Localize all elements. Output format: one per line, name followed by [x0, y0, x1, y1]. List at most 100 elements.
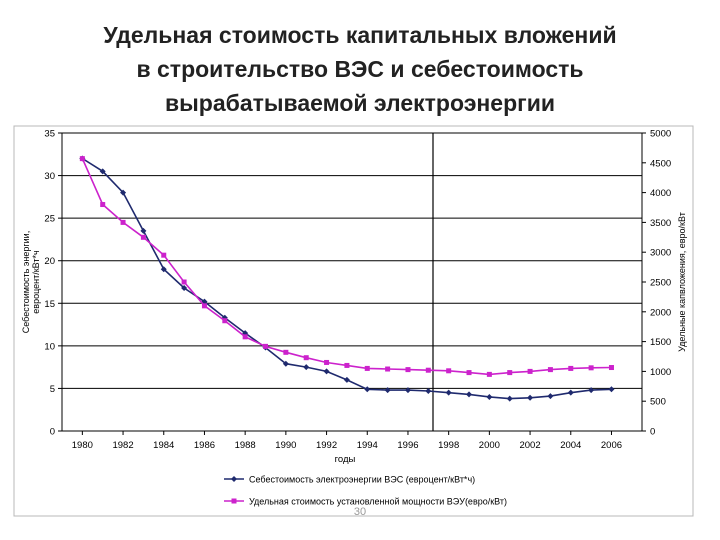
axis-labels: 0 5 10 15 20 25 30 35 0 500 1000 1500 2000 2500 3000 35…: [21, 129, 687, 466]
series-1-point: [323, 368, 330, 375]
series-2-point: [303, 355, 309, 361]
series-2-point: [181, 279, 187, 285]
series-1-point: [343, 376, 350, 383]
series-1-point: [608, 386, 615, 393]
series-2-point: [385, 366, 391, 372]
right-axis-tick-label: 3500: [650, 218, 671, 229]
series-2-point: [79, 156, 85, 162]
series-1-point: [486, 393, 493, 400]
right-axis-tick-label: 0: [650, 427, 655, 438]
series-1-point: [527, 394, 534, 401]
left-axis-tick-label: 30: [44, 171, 55, 182]
right-axis-tick-label: 1000: [650, 367, 671, 378]
right-axis-tick-label: 5000: [650, 129, 671, 140]
series-1-point: [140, 227, 147, 234]
x-axis-tick-label: 1990: [275, 440, 296, 451]
x-axis-tick-label: 2000: [479, 440, 500, 451]
right-axis-tick-label: 4500: [650, 158, 671, 169]
series-2-point: [425, 367, 431, 373]
series-2-point: [283, 349, 289, 355]
series-2-point: [263, 343, 269, 349]
x-axis-tick-label: 1996: [397, 440, 418, 451]
right-axis-title: Удельные капвложения, евро/кВт: [677, 212, 687, 352]
series-2-point: [222, 318, 228, 324]
series-1-point: [160, 266, 167, 273]
x-axis-tick-label: 1988: [235, 440, 256, 451]
legend: Себестоимость электроэнергии ВЭС (евроце…: [224, 475, 507, 507]
x-axis-tick-label: 1986: [194, 440, 215, 451]
series-2-point: [588, 365, 594, 371]
right-axis-tick-label: 4000: [650, 188, 671, 199]
left-axis-tick-label: 15: [44, 299, 55, 310]
series-1-point: [425, 387, 432, 394]
series-1-point: [506, 395, 513, 402]
series-2-point: [120, 219, 126, 225]
series-2-point: [466, 370, 472, 376]
legend-label-2: Удельная стоимость установленной мощност…: [249, 497, 507, 507]
left-axis-tick-label: 25: [44, 214, 55, 225]
series-layer: [79, 155, 615, 402]
x-axis-tick-label: 1980: [72, 440, 93, 451]
series-1-point: [466, 391, 473, 398]
series-1-point: [588, 387, 595, 394]
right-axis-tick-label: 500: [650, 397, 666, 408]
series-2-point: [568, 365, 574, 371]
series-2-point: [527, 368, 533, 374]
series-1-point: [181, 284, 188, 291]
right-axis-tick-label: 3000: [650, 248, 671, 259]
series-2-point: [344, 362, 350, 368]
series-2-point: [507, 370, 513, 376]
series-1-point: [120, 189, 127, 196]
series-2-point: [201, 303, 207, 309]
slide-title-line-3: вырабатываемой электроэнергии: [164, 90, 556, 116]
x-axis-tick-label: 2006: [601, 440, 622, 451]
series-1-point: [567, 389, 574, 396]
left-axis-title-line-1: Себестоимость энергии,: [21, 231, 31, 333]
legend-marker-1: [231, 476, 237, 482]
series-2-point: [140, 234, 146, 240]
page-number: 30: [353, 506, 367, 518]
series-1-point: [282, 360, 289, 367]
x-axis-tick-label: 1992: [316, 440, 337, 451]
series-2-point: [486, 371, 492, 377]
series-1-point: [303, 364, 310, 371]
right-axis-tick-label: 2500: [650, 278, 671, 289]
x-axis-tick-label: 1982: [112, 440, 133, 451]
series-1-point: [445, 389, 452, 396]
series-1-point: [404, 387, 411, 394]
series-1-point: [547, 393, 554, 400]
left-axis-tick-label: 35: [44, 129, 55, 140]
series-2-point: [100, 202, 106, 208]
series-2-point: [547, 367, 553, 373]
left-axis-tick-label: 10: [44, 341, 55, 352]
legend-label-1: Себестоимость электроэнергии ВЭС (евроце…: [249, 475, 475, 485]
x-axis-tick-label: 1998: [438, 440, 459, 451]
x-axis-tick-label: 1994: [357, 440, 378, 451]
x-axis-title: годы: [335, 454, 356, 465]
series-2-point: [324, 359, 330, 365]
series-1-point: [384, 387, 391, 394]
series-2-point: [364, 365, 370, 371]
left-axis-tick-label: 20: [44, 256, 55, 267]
series-1-point: [99, 168, 106, 175]
right-axis-tick-label: 2000: [650, 307, 671, 318]
series-2-point: [405, 367, 411, 373]
plot-area: [62, 133, 642, 431]
slide-title-line-1: Удельная стоимость капитальных вложений: [103, 22, 617, 48]
left-axis-tick-label: 5: [50, 384, 55, 395]
slide-title: Удельная стоимость капитальных вложений …: [60, 18, 660, 126]
x-axis-tick-label: 1984: [153, 440, 174, 451]
left-axis-tick-label: 0: [50, 427, 55, 438]
series-2-point: [608, 365, 614, 371]
legend-marker-2: [231, 498, 237, 504]
series-2-point: [242, 334, 248, 340]
left-axis-title-line-2: евроцент/кВт*ч: [31, 250, 41, 314]
series-2-point: [161, 252, 167, 258]
right-axis-tick-label: 1500: [650, 337, 671, 348]
series-2-point: [446, 368, 452, 374]
axes: [58, 132, 646, 435]
slide-title-line-2: в строительство ВЭС и себестоимость: [136, 56, 584, 82]
series-1-point: [364, 386, 371, 393]
x-axis-tick-label: 2002: [519, 440, 540, 451]
